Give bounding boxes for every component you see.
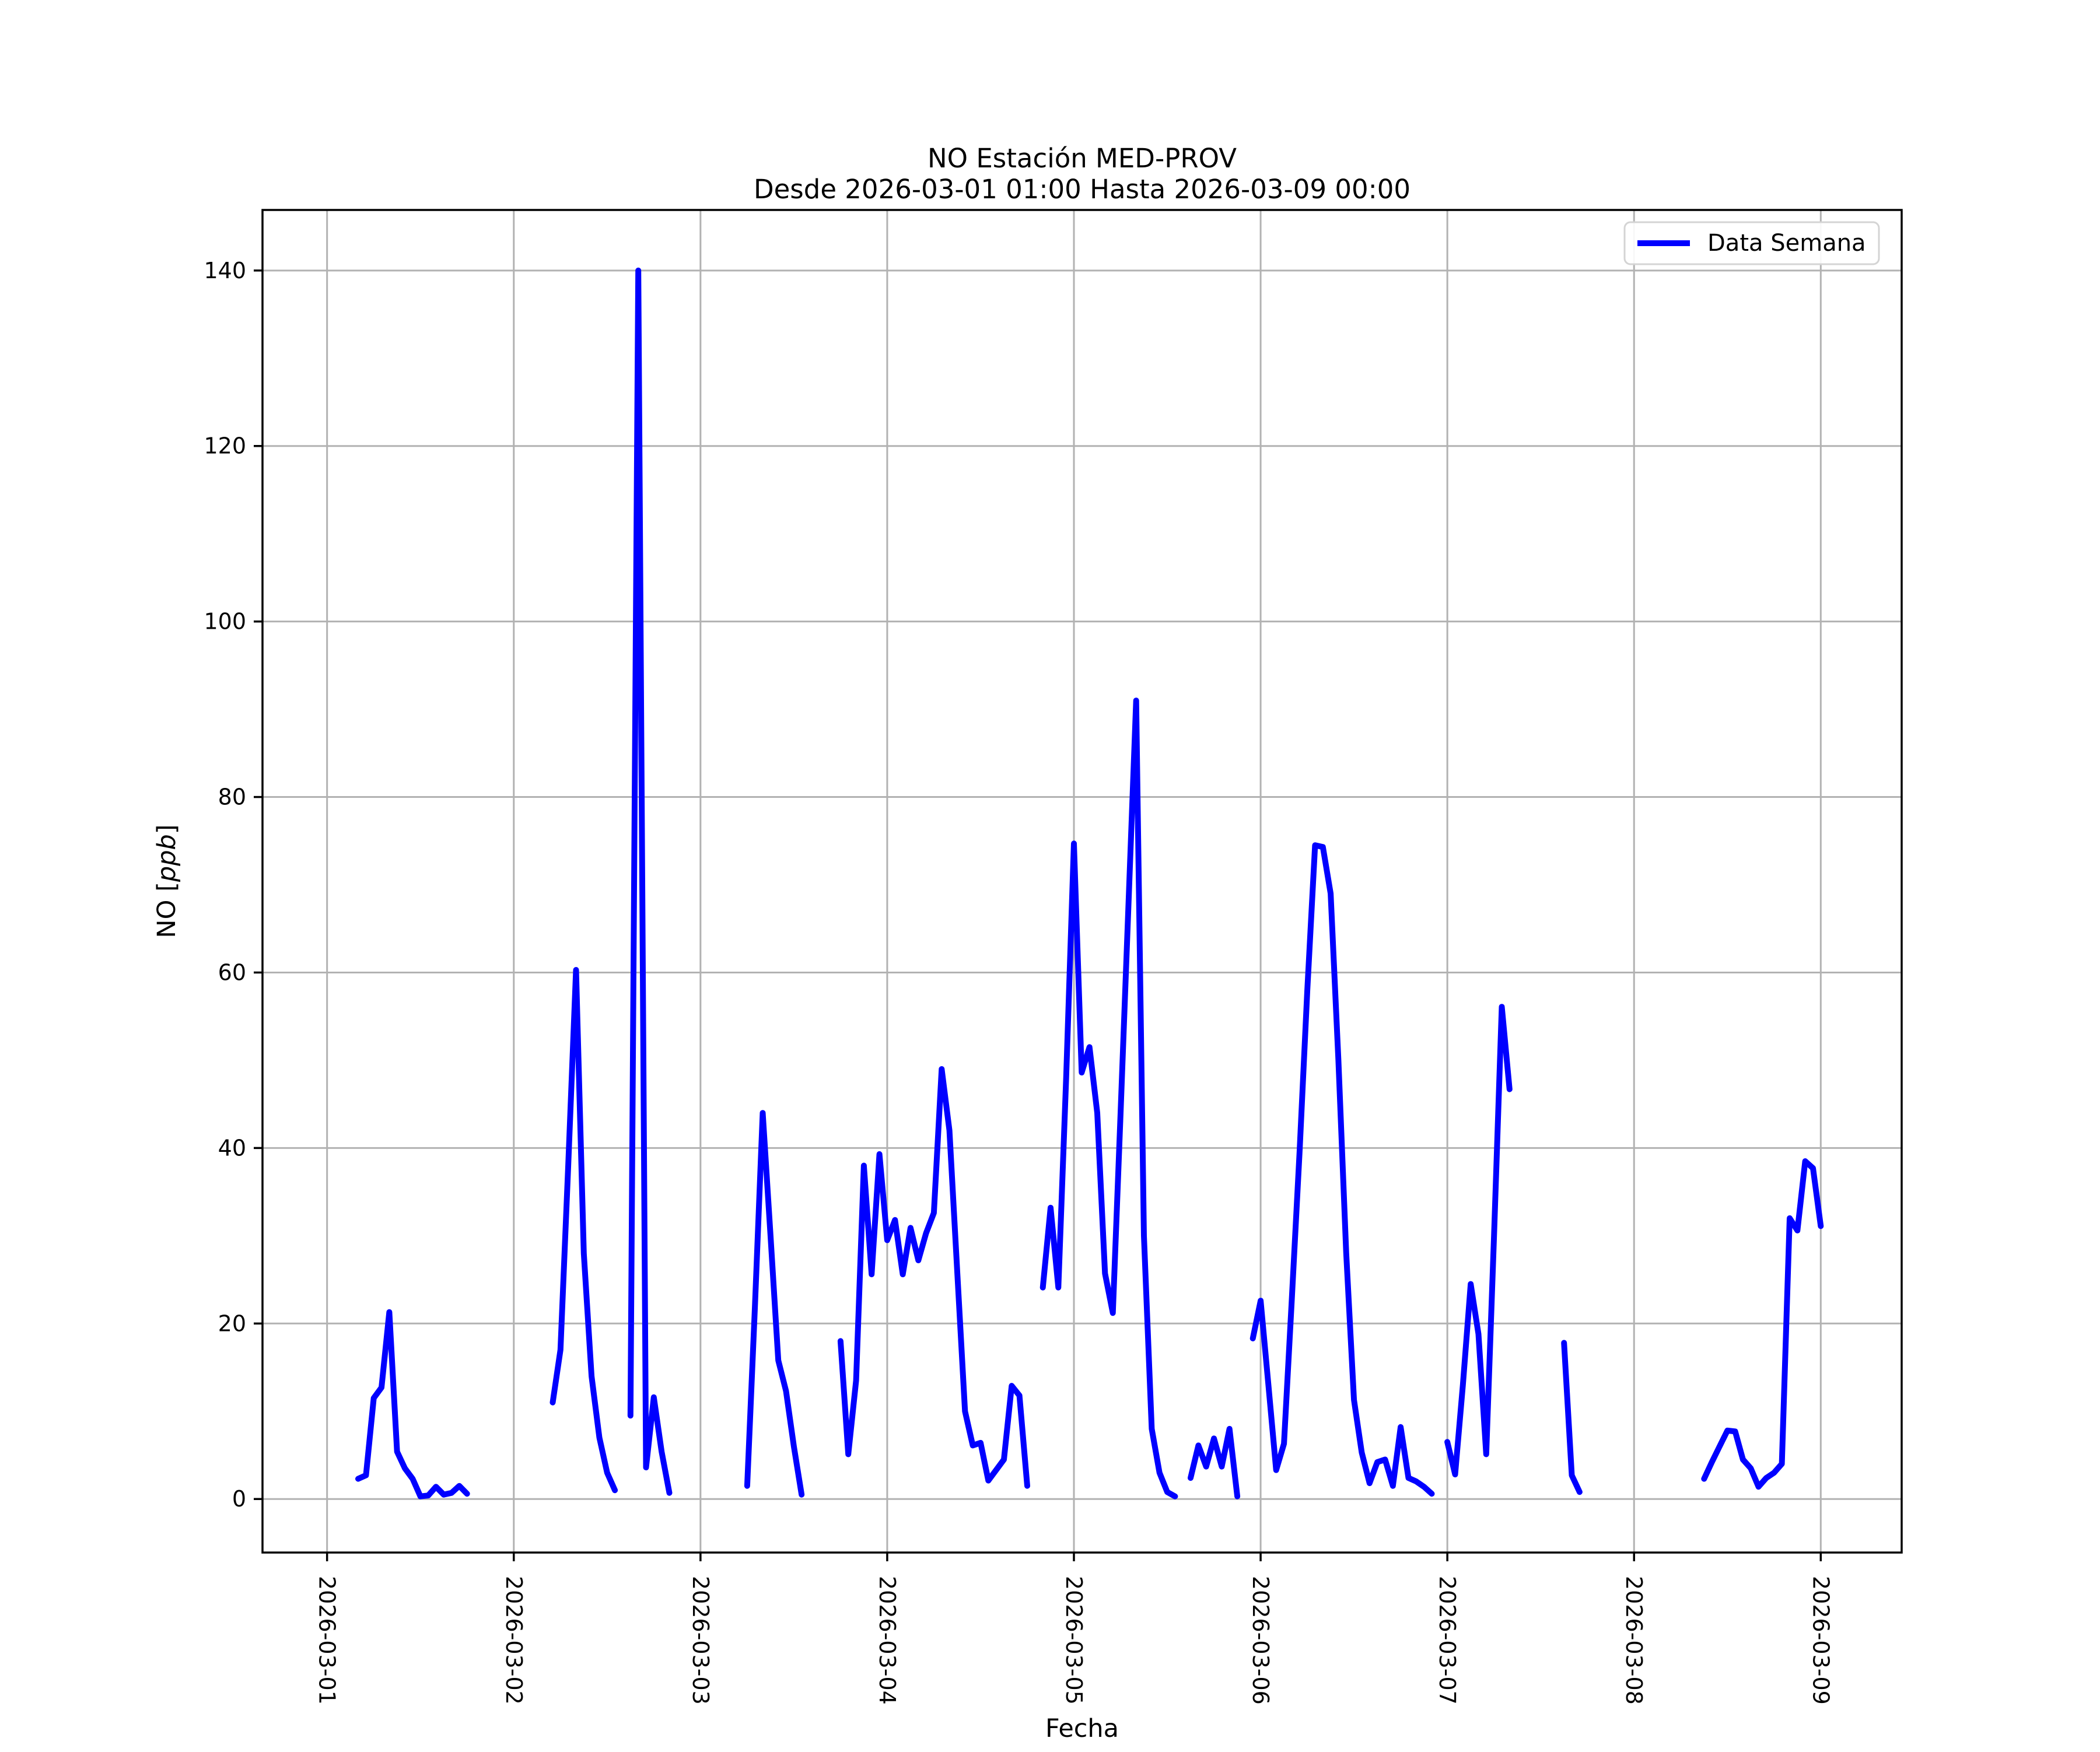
ticks: 2026-03-01 2026-03-02 2026-03-03 2026-03-04… xyxy=(204,258,1833,1705)
legend: Data Semana xyxy=(1623,221,1880,265)
y-tick-label-3: 60 xyxy=(218,959,246,985)
y-tick-label-6: 120 xyxy=(204,433,246,459)
y-axis-label-prefix: NO [ xyxy=(152,882,181,938)
chart-subtitle: Desde 2026-03-01 01:00 Hasta 2026-03-09 … xyxy=(754,174,1410,205)
legend-box xyxy=(1623,221,1880,265)
x-tick-label-4: 2026-03-05 xyxy=(1061,1576,1087,1705)
x-tick-label-0: 2026-03-01 xyxy=(314,1576,340,1705)
x-tick-label-7: 2026-03-08 xyxy=(1621,1576,1647,1705)
y-axis-label-units: ppb xyxy=(152,834,181,882)
data-line-segment-7 xyxy=(1250,842,1435,1497)
y-axis-label-suffix: ] xyxy=(152,824,181,834)
axes-spines xyxy=(261,209,1903,1554)
data-line-segment-5 xyxy=(1040,698,1178,1499)
data-line-segment-6 xyxy=(1188,1425,1241,1499)
legend-label: Data Semana xyxy=(1707,230,1866,257)
x-tick-label-1: 2026-03-02 xyxy=(501,1576,527,1705)
data-line-segment-1 xyxy=(550,967,618,1494)
y-axis-label: NO [ppb] xyxy=(152,824,181,938)
chart-title: NO Estación MED-PROV xyxy=(928,143,1237,174)
data-line-segment-0 xyxy=(355,1309,470,1499)
data-line-segment-10 xyxy=(1701,1158,1824,1490)
data-line-segment-9 xyxy=(1561,1340,1583,1495)
data-line-segment-4 xyxy=(837,1066,1030,1489)
x-tick-label-2: 2026-03-03 xyxy=(688,1576,713,1705)
x-tick-label-5: 2026-03-06 xyxy=(1248,1576,1273,1705)
data-line-segment-3 xyxy=(744,1110,805,1498)
y-tick-label-7: 140 xyxy=(204,258,246,283)
y-tick-label-1: 20 xyxy=(218,1311,246,1336)
y-tick-label-5: 100 xyxy=(204,609,246,635)
y-tick-label-2: 40 xyxy=(218,1135,246,1161)
grid xyxy=(262,210,1902,1553)
x-tick-label-6: 2026-03-07 xyxy=(1434,1576,1460,1705)
x-tick-label-3: 2026-03-04 xyxy=(874,1576,900,1705)
x-tick-label-8: 2026-03-09 xyxy=(1808,1576,1833,1705)
y-tick-label-4: 80 xyxy=(218,784,246,810)
y-tick-label-0: 0 xyxy=(232,1486,246,1512)
data-line-segment-2 xyxy=(627,267,673,1496)
x-axis-label: Fecha xyxy=(1045,1714,1119,1743)
data-line-segment-8 xyxy=(1444,1004,1513,1478)
series-data-semana xyxy=(355,267,1824,1499)
